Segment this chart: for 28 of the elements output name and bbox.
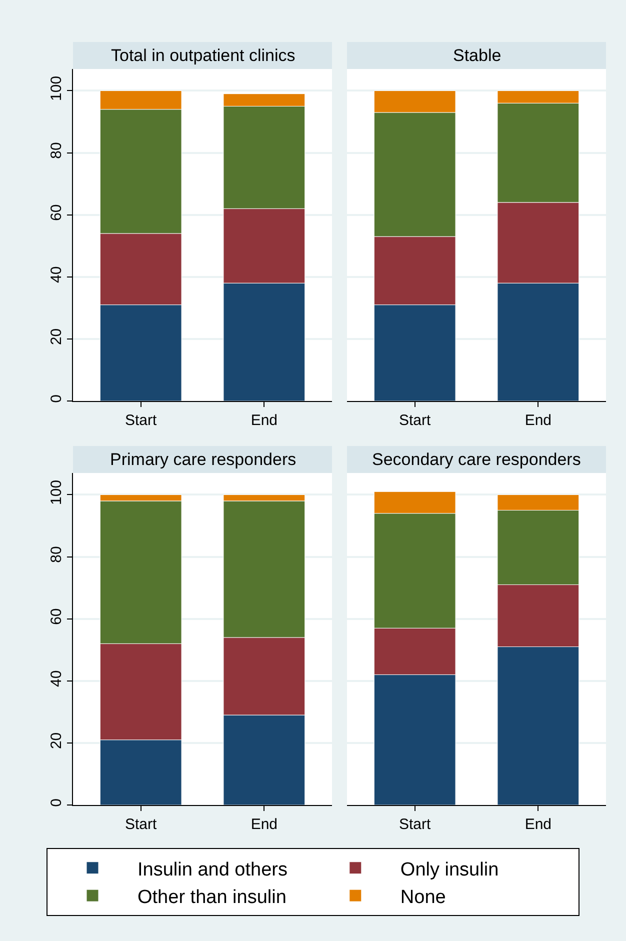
legend-label: Only insulin bbox=[400, 859, 499, 880]
x-tick-label: End bbox=[250, 412, 278, 429]
y-tick-label: 40 bbox=[48, 670, 65, 687]
x-tick-label: Start bbox=[124, 816, 158, 833]
y-tick-label: 20 bbox=[48, 328, 65, 346]
y-tick-label: 100 bbox=[48, 76, 65, 101]
y-tick-label: 20 bbox=[48, 732, 65, 750]
x-tick-label: Start bbox=[398, 816, 432, 833]
chart-title: Stable bbox=[453, 46, 502, 65]
x-tick-label: End bbox=[250, 816, 278, 833]
x-tick-label: Start bbox=[124, 412, 158, 429]
y-tick-label: 100 bbox=[48, 480, 65, 505]
x-tick-label: Start bbox=[398, 412, 432, 429]
chart-title: Secondary care responders bbox=[372, 450, 581, 469]
chart-title: Total in outpatient clinics bbox=[111, 46, 296, 65]
y-tick-label: 0 bbox=[48, 394, 65, 403]
y-tick-label: 40 bbox=[48, 266, 65, 283]
chart-title: Primary care responders bbox=[110, 450, 296, 469]
legend-label: None bbox=[400, 886, 446, 908]
y-tick-label: 80 bbox=[48, 546, 65, 563]
x-tick-label: End bbox=[524, 816, 552, 833]
y-tick-label: 80 bbox=[48, 142, 65, 159]
x-tick-label: End bbox=[524, 412, 552, 429]
y-tick-label: 0 bbox=[48, 798, 65, 807]
legend-label: Insulin and others bbox=[138, 859, 288, 880]
y-tick-label: 60 bbox=[48, 608, 65, 625]
legend-label: Other than insulin bbox=[138, 886, 286, 908]
y-tick-label: 60 bbox=[48, 204, 65, 221]
